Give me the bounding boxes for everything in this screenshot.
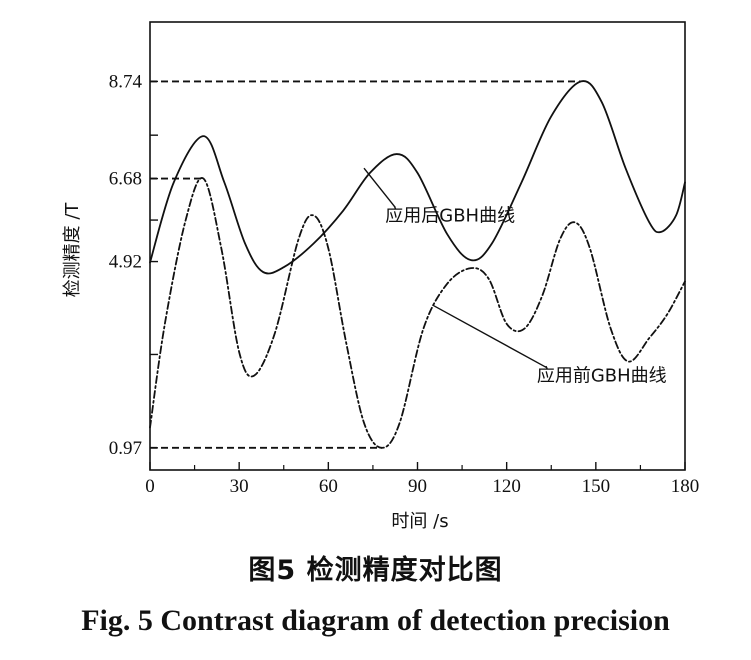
annotation-label: 应用后GBH曲线 <box>385 205 515 226</box>
detection-precision-chart: 0 30 60 90 120 150 180 0.97 4.92 6.68 8.74 应用后GBH… <box>62 21 699 532</box>
series-line-after <box>149 80 686 275</box>
y-tick-label: 8.74 <box>109 71 143 92</box>
x-tick-label: 150 <box>582 476 611 497</box>
x-tick-label: 180 <box>671 476 700 497</box>
series-layer <box>149 80 686 449</box>
series-line-before <box>149 177 686 449</box>
y-axis-ticks: 0.97 4.92 6.68 8.74 <box>109 71 158 459</box>
y-tick-label: 6.68 <box>109 169 142 190</box>
annotation-leader-line <box>432 304 548 369</box>
figure-caption-chinese: 图5 检测精度对比图 <box>248 555 503 586</box>
x-tick-label: 30 <box>230 476 249 497</box>
y-axis-label: 检测精度 /T <box>62 202 83 298</box>
x-tick-label: 60 <box>319 476 338 497</box>
y-tick-label: 4.92 <box>109 252 142 273</box>
x-tick-label: 0 <box>145 476 155 497</box>
plot-frame <box>149 21 686 471</box>
x-tick-label: 90 <box>408 476 427 497</box>
figure-caption-english: Fig. 5 Contrast diagram of detection pre… <box>81 604 670 637</box>
annotation-leader-line <box>363 167 396 208</box>
annotation-label: 应用前GBH曲线 <box>537 366 667 387</box>
reference-lines <box>150 80 581 449</box>
y-tick-label: 0.97 <box>109 438 142 459</box>
x-axis-label: 时间 /s <box>391 511 448 532</box>
x-tick-label: 120 <box>492 476 521 497</box>
x-axis-ticks: 0 30 60 90 120 150 180 <box>145 462 699 497</box>
